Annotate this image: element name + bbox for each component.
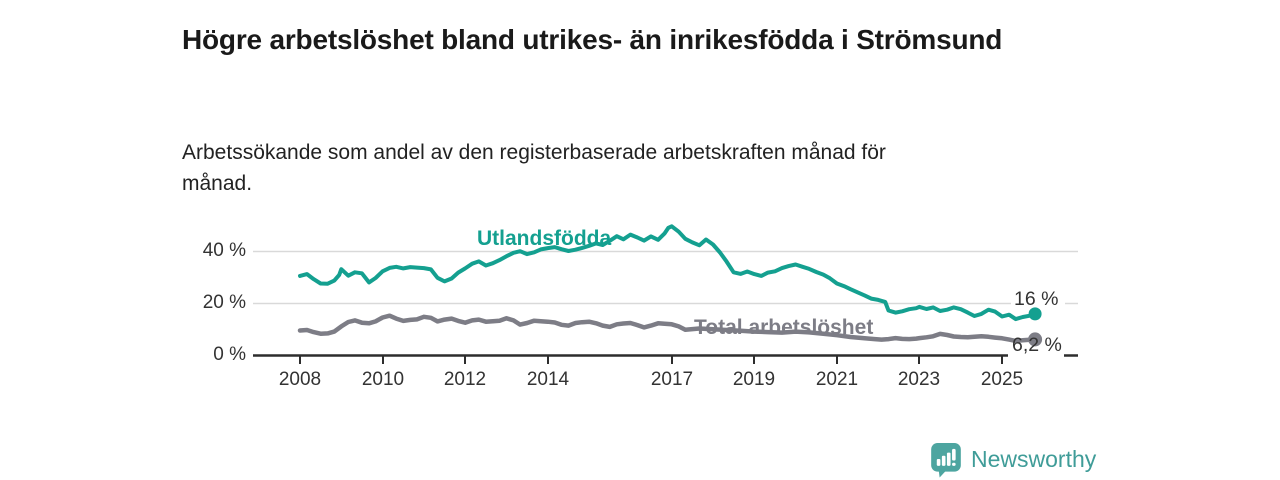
newsworthy-logo[interactable]: Newsworthy xyxy=(930,442,1096,478)
x-tick-label-2021: 2021 xyxy=(815,369,859,390)
x-tick-label-2010: 2010 xyxy=(361,369,405,390)
x-tick-label-2017: 2017 xyxy=(650,369,694,390)
series-line-total-arbetsloshet xyxy=(297,313,1038,344)
y-tick-label-20: 20 % xyxy=(202,292,246,313)
page-subtitle: Arbetssökande som andel av den registerb… xyxy=(182,141,886,195)
end-value-label-total-arbetsloshet: 6,2 % xyxy=(1012,334,1062,356)
x-tick-label-2023: 2023 xyxy=(897,369,941,390)
x-tick-label-2019: 2019 xyxy=(732,369,776,390)
x-tick-label-2012: 2012 xyxy=(443,369,487,390)
x-tick-label-2025: 2025 xyxy=(980,369,1024,390)
series-end-dot-utlandsfodda xyxy=(1028,307,1042,321)
y-tick-label-0: 0 % xyxy=(213,344,246,365)
series-end-dot-total-arbetsloshet xyxy=(1028,332,1043,347)
series-label-total-arbetsloshet: Total arbetslöshet xyxy=(694,316,874,339)
series-line-utlandsfodda xyxy=(298,224,1038,322)
value-label-mask xyxy=(1011,286,1065,310)
page-title: Högre arbetslöshet bland utrikes- än inr… xyxy=(182,23,1003,55)
x-tick-label-2014: 2014 xyxy=(526,369,570,390)
newsworthy-bar-chart-icon xyxy=(931,443,961,478)
series-label-utlandsfodda: Utlandsfödda xyxy=(477,227,612,250)
x-tick-label-2008: 2008 xyxy=(278,369,322,390)
end-value-label-utlandsfodda: 16 % xyxy=(1014,288,1059,310)
y-tick-label-40: 40 % xyxy=(202,240,246,261)
brand-name: Newsworthy xyxy=(971,446,1097,472)
